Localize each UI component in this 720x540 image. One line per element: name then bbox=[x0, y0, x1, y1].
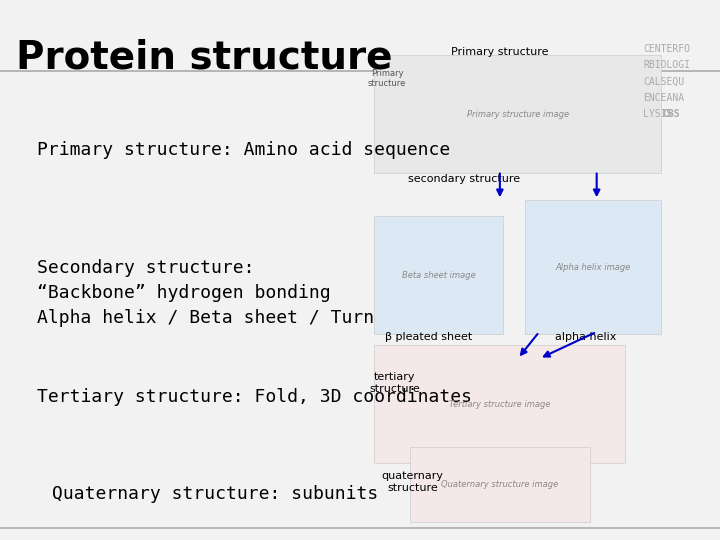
Text: Beta sheet image: Beta sheet image bbox=[402, 271, 476, 280]
Text: Primary structure image: Primary structure image bbox=[467, 110, 569, 119]
Text: tertiary
structure: tertiary structure bbox=[369, 372, 420, 394]
Text: Quaternary structure: subunits: Quaternary structure: subunits bbox=[52, 485, 378, 503]
FancyBboxPatch shape bbox=[374, 217, 503, 334]
Text: Tertiary structure: Fold, 3D coordinates: Tertiary structure: Fold, 3D coordinates bbox=[37, 388, 472, 406]
FancyBboxPatch shape bbox=[410, 447, 590, 523]
Text: quaternary
structure: quaternary structure bbox=[382, 471, 444, 493]
Text: Primary structure: Primary structure bbox=[451, 47, 549, 57]
Text: secondary structure: secondary structure bbox=[408, 174, 520, 184]
Text: Primary
structure: Primary structure bbox=[368, 69, 407, 88]
Text: β pleated sheet: β pleated sheet bbox=[384, 332, 472, 342]
Text: Tertiary structure image: Tertiary structure image bbox=[449, 400, 551, 409]
Text: RBIOLOGI: RBIOLOGI bbox=[643, 60, 690, 71]
FancyBboxPatch shape bbox=[374, 345, 626, 463]
Text: alpha helix: alpha helix bbox=[555, 332, 616, 342]
Text: CBS: CBS bbox=[662, 109, 680, 119]
Text: Protein structure: Protein structure bbox=[16, 39, 392, 77]
Text: Secondary structure:
“Backbone” hydrogen bonding
Alpha helix / Beta sheet / Turn: Secondary structure: “Backbone” hydrogen… bbox=[37, 259, 374, 327]
Text: CENTERFO: CENTERFO bbox=[643, 44, 690, 55]
Text: Primary structure: Amino acid sequence: Primary structure: Amino acid sequence bbox=[37, 141, 451, 159]
FancyBboxPatch shape bbox=[374, 55, 661, 173]
Text: Quaternary structure image: Quaternary structure image bbox=[441, 481, 559, 489]
Text: CALSEQU: CALSEQU bbox=[643, 77, 685, 86]
Text: LYSIS: LYSIS bbox=[643, 109, 678, 119]
FancyBboxPatch shape bbox=[525, 200, 661, 334]
Text: Alpha helix image: Alpha helix image bbox=[555, 263, 631, 272]
Text: ENCEANA: ENCEANA bbox=[643, 93, 685, 103]
